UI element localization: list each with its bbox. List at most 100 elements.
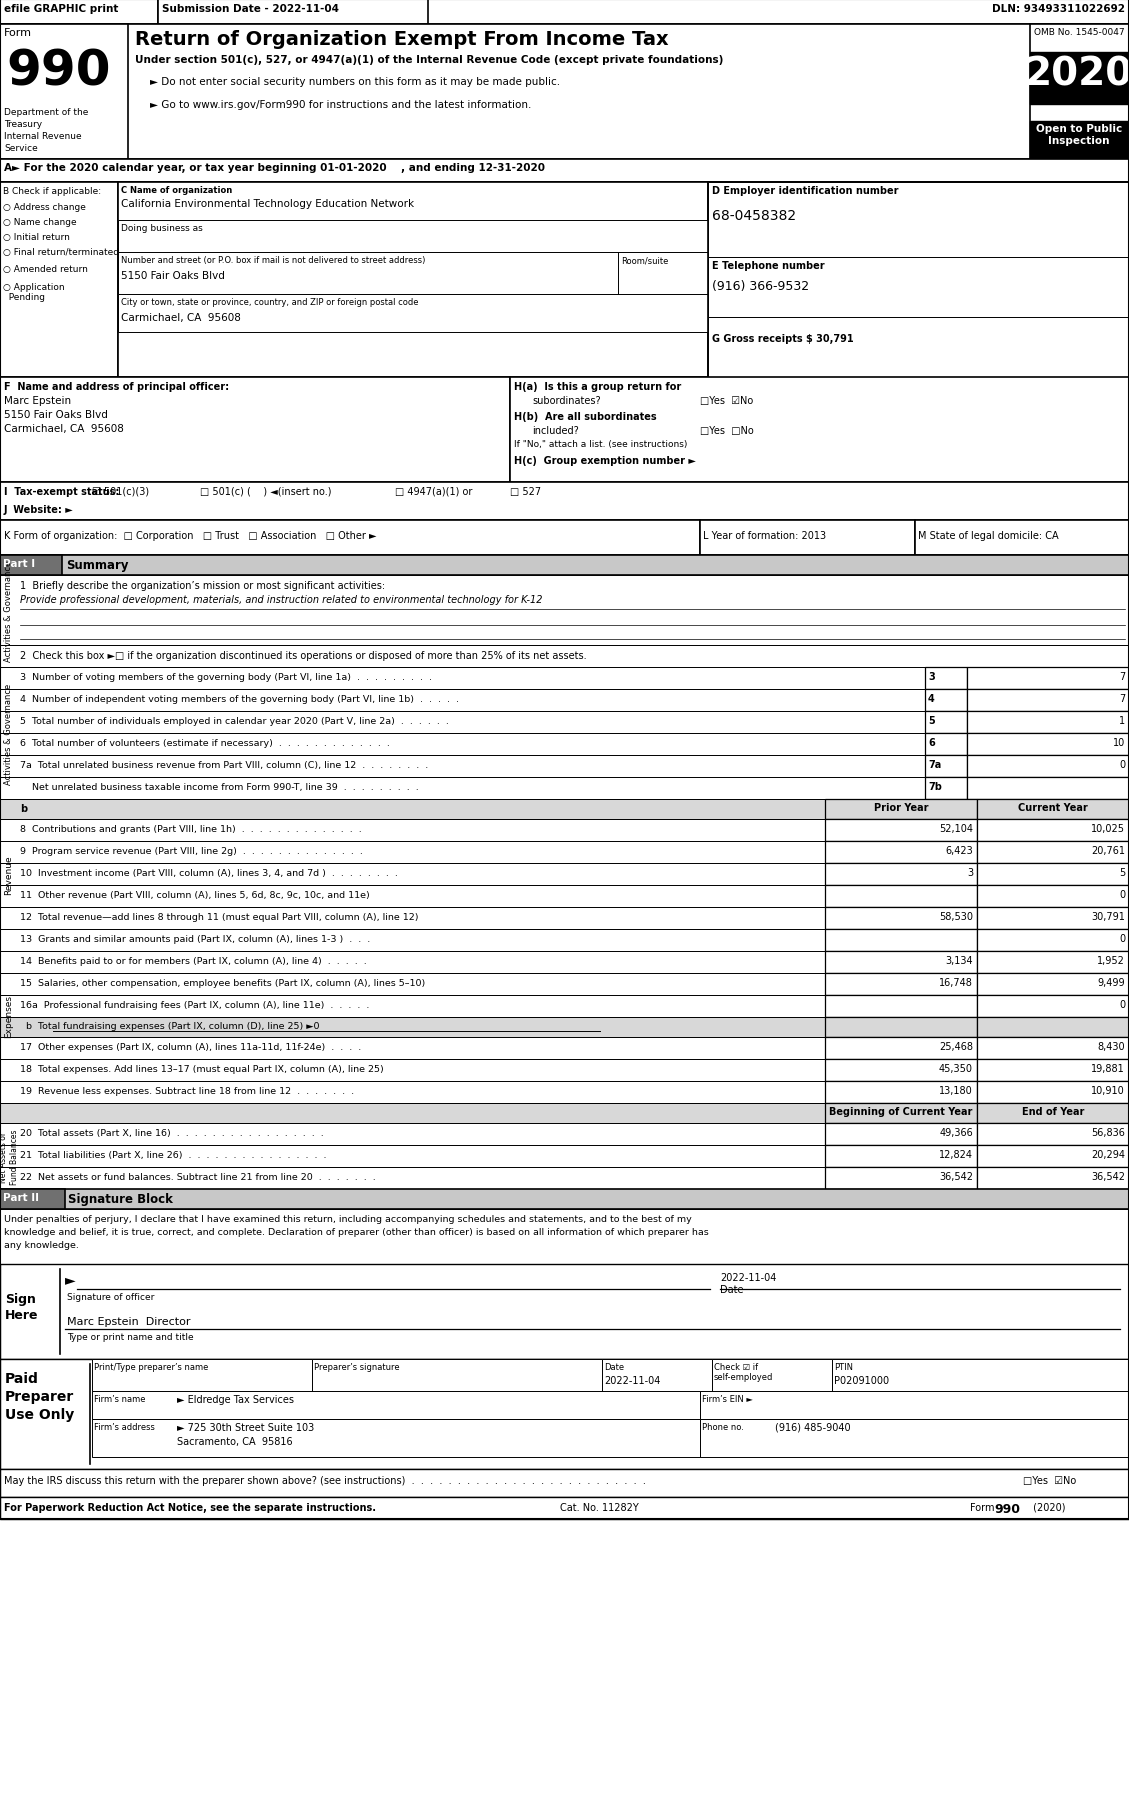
Text: Signature Block: Signature Block: [68, 1193, 173, 1205]
Bar: [977, 1167, 1129, 1189]
Bar: [0, 159, 1129, 183]
Text: J  Website: ►: J Website: ►: [5, 504, 73, 515]
Bar: [0, 0, 1129, 25]
Text: □Yes  □No: □Yes □No: [700, 426, 754, 435]
Text: Department of the: Department of the: [5, 108, 88, 117]
Text: 2  Check this box ►□ if the organization discontinued its operations or disposed: 2 Check this box ►□ if the organization …: [20, 651, 587, 661]
Text: 19,881: 19,881: [1092, 1063, 1124, 1073]
Text: 7: 7: [1119, 672, 1124, 681]
Bar: [700, 1418, 1129, 1456]
Bar: [825, 1124, 977, 1146]
Bar: [0, 1469, 1129, 1498]
Bar: [1030, 121, 1129, 159]
Text: 8,430: 8,430: [1097, 1041, 1124, 1052]
Bar: [0, 885, 1129, 907]
Text: 990: 990: [6, 47, 111, 96]
Bar: [825, 1146, 977, 1167]
Text: 1: 1: [1119, 716, 1124, 726]
Bar: [968, 734, 1129, 755]
Bar: [0, 1146, 1129, 1167]
Text: Activities & Governance: Activities & Governance: [5, 560, 14, 661]
Bar: [825, 952, 977, 974]
Bar: [119, 295, 708, 332]
Bar: [0, 1017, 1129, 1037]
Bar: [825, 1059, 977, 1081]
Text: Phone no.: Phone no.: [702, 1422, 744, 1431]
Text: Part II: Part II: [3, 1193, 40, 1202]
Bar: [825, 1104, 977, 1124]
Text: Treasury: Treasury: [5, 119, 42, 128]
Text: 12  Total revenue—add lines 8 through 11 (must equal Part VIII, column (A), line: 12 Total revenue—add lines 8 through 11 …: [20, 913, 419, 922]
Bar: [977, 1059, 1129, 1081]
Bar: [0, 0, 1129, 1520]
Text: 5150 Fair Oaks Blvd: 5150 Fair Oaks Blvd: [5, 410, 108, 419]
Text: Sign: Sign: [5, 1292, 36, 1305]
Text: Room/suite: Room/suite: [621, 257, 668, 266]
Bar: [119, 220, 708, 253]
Text: 36,542: 36,542: [939, 1171, 973, 1182]
Bar: [708, 183, 1129, 378]
Text: Net Assets or
Fund Balances: Net Assets or Fund Balances: [0, 1129, 19, 1184]
Text: If "No," attach a list. (see instructions): If "No," attach a list. (see instruction…: [514, 439, 688, 448]
Text: Doing business as: Doing business as: [121, 224, 203, 233]
Text: Prior Year: Prior Year: [874, 802, 928, 813]
Text: 10: 10: [1113, 737, 1124, 748]
Text: Under section 501(c), 527, or 4947(a)(1) of the Internal Revenue Code (except pr: Under section 501(c), 527, or 4947(a)(1)…: [135, 54, 724, 65]
Text: Under penalties of perjury, I declare that I have examined this return, includin: Under penalties of perjury, I declare th…: [5, 1214, 692, 1223]
Bar: [825, 907, 977, 929]
Text: 2020: 2020: [1025, 54, 1129, 92]
Text: Internal Revenue: Internal Revenue: [5, 132, 81, 141]
Bar: [0, 1498, 1129, 1520]
Text: subordinates?: subordinates?: [532, 396, 601, 407]
Text: 0: 0: [1119, 889, 1124, 900]
Text: Print/Type preparer’s name: Print/Type preparer’s name: [94, 1362, 209, 1372]
Bar: [0, 690, 1129, 712]
Text: Type or print name and title: Type or print name and title: [67, 1332, 194, 1341]
Text: Beginning of Current Year: Beginning of Current Year: [830, 1106, 973, 1117]
Text: 13,180: 13,180: [939, 1086, 973, 1095]
Text: □ 501(c) (    ) ◄(insert no.): □ 501(c) ( ) ◄(insert no.): [200, 486, 332, 497]
Bar: [0, 734, 1129, 755]
Bar: [0, 25, 1129, 159]
Text: Activities & Governance: Activities & Governance: [5, 683, 14, 784]
Bar: [977, 1104, 1129, 1124]
Bar: [977, 1124, 1129, 1146]
Text: Return of Organization Exempt From Income Tax: Return of Organization Exempt From Incom…: [135, 31, 668, 49]
Text: 68-0458382: 68-0458382: [712, 210, 796, 222]
Bar: [0, 952, 1129, 974]
Text: E Telephone number: E Telephone number: [712, 260, 824, 271]
Text: 5  Total number of individuals employed in calendar year 2020 (Part V, line 2a) : 5 Total number of individuals employed i…: [20, 717, 449, 726]
Bar: [0, 974, 1129, 996]
Text: knowledge and belief, it is true, correct, and complete. Declaration of preparer: knowledge and belief, it is true, correc…: [5, 1227, 709, 1236]
Text: 8  Contributions and grants (Part VIII, line 1h)  .  .  .  .  .  .  .  .  .  .  : 8 Contributions and grants (Part VIII, l…: [20, 824, 361, 833]
Text: OMB No. 1545-0047: OMB No. 1545-0047: [1034, 27, 1124, 36]
Text: D Employer identification number: D Employer identification number: [712, 186, 899, 195]
Text: 11  Other revenue (Part VIII, column (A), lines 5, 6d, 8c, 9c, 10c, and 11e): 11 Other revenue (Part VIII, column (A),…: [20, 891, 370, 900]
Text: Carmichael, CA  95608: Carmichael, CA 95608: [121, 313, 240, 323]
Bar: [977, 1081, 1129, 1104]
Text: Number and street (or P.O. box if mail is not delivered to street address): Number and street (or P.O. box if mail i…: [121, 257, 426, 266]
Bar: [91, 1418, 700, 1456]
Bar: [0, 1081, 1129, 1104]
Bar: [825, 929, 977, 952]
Text: 6: 6: [928, 737, 935, 748]
Text: Current Year: Current Year: [1018, 802, 1088, 813]
Text: L Year of formation: 2013: L Year of formation: 2013: [703, 531, 826, 540]
Bar: [925, 690, 968, 712]
Bar: [977, 952, 1129, 974]
Bar: [0, 864, 1129, 885]
Bar: [0, 777, 1129, 799]
Bar: [925, 755, 968, 777]
Bar: [0, 645, 1129, 667]
Text: 9  Program service revenue (Part VIII, line 2g)  .  .  .  .  .  .  .  .  .  .  .: 9 Program service revenue (Part VIII, li…: [20, 846, 362, 855]
Bar: [914, 520, 1129, 557]
Bar: [708, 258, 1129, 318]
Text: b: b: [20, 804, 27, 813]
Bar: [925, 712, 968, 734]
Bar: [977, 907, 1129, 929]
Text: ○ Address change: ○ Address change: [3, 202, 86, 211]
Bar: [977, 820, 1129, 842]
Text: 3: 3: [966, 867, 973, 878]
Bar: [0, 520, 700, 557]
Text: Submission Date - 2022-11-04: Submission Date - 2022-11-04: [161, 4, 339, 14]
